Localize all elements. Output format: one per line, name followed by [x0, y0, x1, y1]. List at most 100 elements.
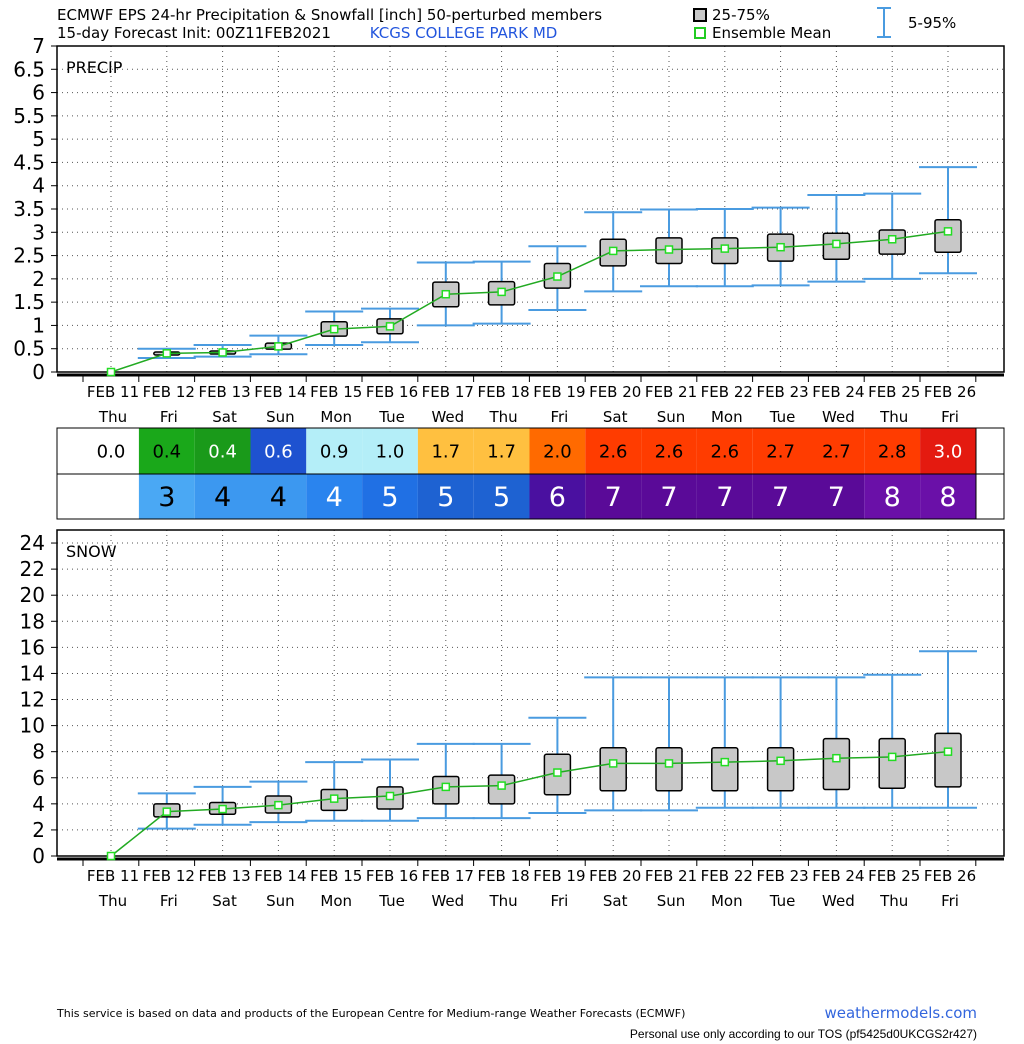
legend-mean-label: Ensemble Mean [712, 24, 832, 42]
precip-ytick-label: 2 [32, 267, 45, 291]
snow-date-label: FEB 13 [198, 867, 250, 885]
precip-date-label: FEB 21 [645, 383, 697, 401]
precip-total-cell-bg [306, 428, 363, 474]
snow-total-cell: 7 [828, 482, 845, 513]
precip-frame [56, 45, 1005, 373]
precip-ytick-label: 5 [32, 127, 45, 151]
snow-box [934, 732, 962, 788]
website-link[interactable]: weathermodels.com [824, 1004, 977, 1022]
precip-total-cell: 1.7 [487, 441, 516, 462]
snow-date-label: FEB 23 [756, 867, 808, 885]
precip-total-cell: 0.4 [208, 441, 237, 462]
precip-ytick-label: 0.5 [13, 337, 45, 361]
precip-date-label: FEB 12 [143, 383, 195, 401]
snow-total-cell: 5 [493, 482, 510, 513]
precip-ytick-label: 6 [32, 81, 45, 105]
snow-total-cell-bg [696, 474, 753, 519]
legend-mean-swatch [694, 27, 706, 39]
chart-title: ECMWF EPS 24-hr Precipitation & Snowfall… [57, 6, 603, 24]
precip-total-cell: 2.6 [655, 441, 684, 462]
station-location: KCGS COLLEGE PARK MD [369, 24, 558, 42]
precip-weekday-label: Sun [266, 408, 295, 426]
snow-total-cell-bg [362, 474, 418, 519]
precip-mean-line [110, 230, 949, 373]
snow-date-label: FEB 11 [87, 867, 139, 885]
snow-box [599, 747, 627, 792]
snow-weekday-label: Wed [822, 892, 855, 910]
snow-mean-point [329, 794, 339, 803]
precip-date-label: FEB 19 [533, 383, 585, 401]
precip-date-label: FEB 15 [310, 383, 362, 401]
snow-date-label: FEB 14 [254, 867, 306, 885]
snow-date-label: FEB 15 [310, 867, 362, 885]
snow-total-cell-bg [417, 474, 474, 519]
precip-ytick-label: 1 [32, 313, 45, 337]
snow-mean-point [385, 791, 395, 801]
footer-disclaimer: This service is based on data and produc… [57, 1007, 686, 1020]
precip-weekday-label: Sat [212, 408, 237, 426]
snow-mean-point [887, 752, 897, 762]
precip-total-cell-bg [585, 428, 642, 474]
snow-panel-title: SNOW [66, 542, 117, 561]
precip-date-label: FEB 20 [589, 383, 641, 401]
snow-weekday-label: Sat [603, 892, 628, 910]
precip-weekday-label: Fri [941, 408, 959, 426]
precip-weekday-label: Mon [711, 408, 743, 426]
snow-ytick-label: 18 [20, 609, 45, 633]
precip-total-cell-bg [920, 428, 976, 474]
snow-mean-point [162, 807, 172, 816]
precip-mean-point [162, 349, 172, 358]
snow-weekday-label: Sun [266, 892, 295, 910]
snow-weekday-label: Mon [711, 892, 743, 910]
snow-ytick-label: 22 [20, 557, 45, 581]
precip-total-cell-bg [250, 428, 307, 474]
precip-mean-point [218, 348, 227, 357]
precip-total-cell: 3.0 [934, 441, 963, 462]
snow-date-label: FEB 12 [143, 867, 195, 885]
snow-ytick-label: 24 [20, 531, 45, 555]
snow-total-cell: 4 [326, 482, 343, 513]
precip-total-cell: 0.9 [320, 441, 349, 462]
snow-ytick-label: 12 [20, 688, 45, 712]
precip-mean-point [832, 239, 841, 249]
precip-weekday-label: Thu [879, 408, 908, 426]
precip-mean-point [385, 322, 395, 331]
legend-box-swatch [693, 8, 707, 22]
precip-total-cell: 2.7 [766, 441, 795, 462]
snow-total-cell-bg [57, 474, 139, 519]
precip-mean-point [329, 324, 339, 334]
precip-total-cell-bg [641, 428, 697, 474]
precip-mean-point [608, 246, 618, 256]
precip-panel-title: PRECIP [66, 58, 123, 77]
snow-ytick-label: 14 [20, 661, 45, 685]
precip-date-label: FEB 23 [756, 383, 808, 401]
snow-total-cell-bg [473, 474, 530, 519]
precip-box [934, 218, 962, 254]
precip-mean-point [720, 244, 730, 253]
snow-ytick-label: 8 [32, 740, 45, 764]
precip-total-cell-bg [417, 428, 474, 474]
precip-total-cell-bg [362, 428, 418, 474]
precip-ytick-label: 4 [32, 174, 45, 198]
precip-weekday-label: Wed [822, 408, 855, 426]
snow-total-cell-bg [138, 474, 195, 519]
snow-weekday-label: Mon [320, 892, 352, 910]
precip-total-cell-bg [138, 428, 195, 474]
snow-date-label: FEB 18 [477, 867, 529, 885]
snow-weekday-label: Tue [378, 892, 405, 910]
precip-total-cell: 1.7 [431, 441, 460, 462]
precip-weekday-label: Sat [603, 408, 628, 426]
snow-total-cell: 7 [716, 482, 733, 513]
snow-total-cell: 7 [772, 482, 789, 513]
precip-date-label: FEB 22 [701, 383, 753, 401]
precip-total-cell: 2.7 [822, 441, 851, 462]
snow-weekday-label: Sun [657, 892, 686, 910]
snow-total-cell: 5 [381, 482, 398, 513]
precip-date-label: FEB 17 [422, 383, 474, 401]
snow-box [766, 747, 795, 792]
snow-date-label: FEB 24 [812, 867, 864, 885]
snow-weekday-label: Wed [431, 892, 464, 910]
precip-mean-point [943, 227, 953, 236]
snow-mean-point [218, 804, 227, 814]
